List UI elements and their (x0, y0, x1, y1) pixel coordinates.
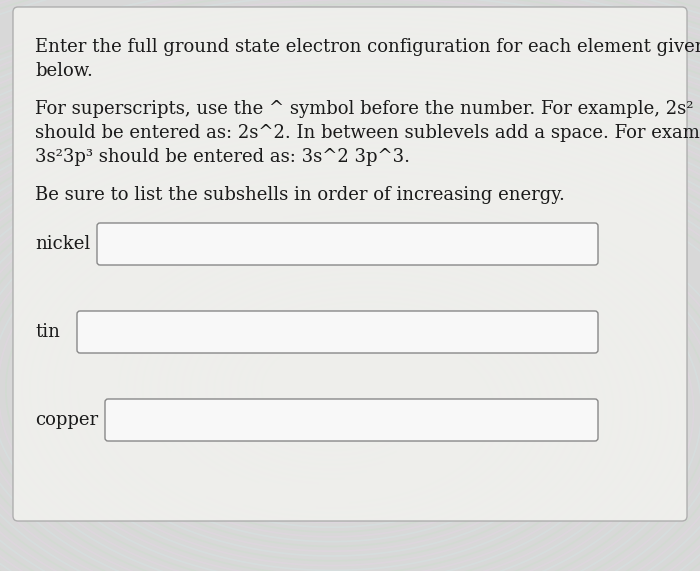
FancyBboxPatch shape (13, 7, 687, 521)
Text: tin: tin (35, 323, 60, 341)
Text: should be entered as: 2s^2. In between sublevels add a space. For example,: should be entered as: 2s^2. In between s… (35, 124, 700, 142)
Text: copper: copper (35, 411, 98, 429)
Text: For superscripts, use the ^ symbol before the number. For example, 2s²: For superscripts, use the ^ symbol befor… (35, 100, 694, 118)
Text: Enter the full ground state electron configuration for each element given: Enter the full ground state electron con… (35, 38, 700, 56)
Text: below.: below. (35, 62, 93, 80)
FancyBboxPatch shape (105, 399, 598, 441)
FancyBboxPatch shape (97, 223, 598, 265)
Text: Be sure to list the subshells in order of increasing energy.: Be sure to list the subshells in order o… (35, 186, 565, 204)
Text: 3s²3p³ should be entered as: 3s^2 3p^3.: 3s²3p³ should be entered as: 3s^2 3p^3. (35, 148, 410, 166)
FancyBboxPatch shape (77, 311, 598, 353)
Text: nickel: nickel (35, 235, 90, 253)
